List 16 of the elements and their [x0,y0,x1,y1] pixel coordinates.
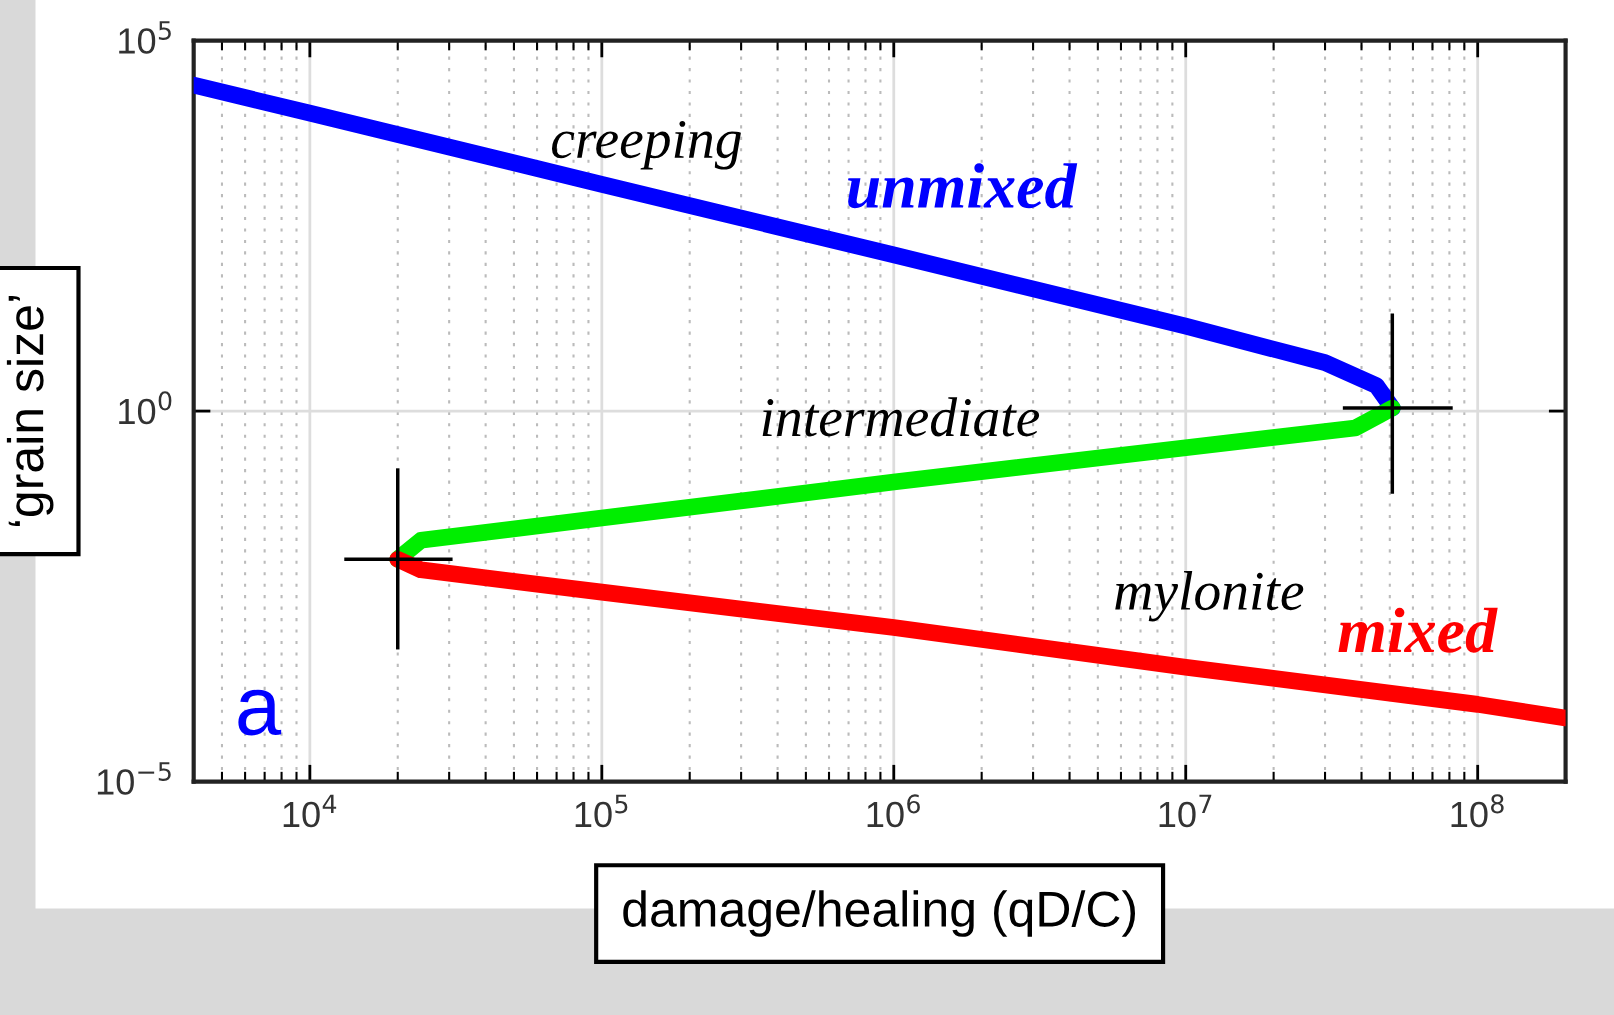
x-tick-label: 10$^{6}$ [867,794,920,828]
x-tick-label: 10$^{8}$ [1451,794,1504,828]
series-label: mixed [1338,607,1498,653]
x-tick-label: 10$^{4}$ [283,794,337,828]
y-tick-label: 10$^{0}$ [119,391,172,425]
y-axis-title: ‘grain size’ [6,296,54,527]
series-label: unmixed [848,163,1078,209]
x-tick-label: 10$^{7}$ [1159,794,1212,828]
annotation: mylonite [1115,571,1304,622]
series-label: intermediate [762,397,1040,437]
y-tick-label: 10$^{−5}$ [97,762,171,795]
x-axis-title: damage/healing (qD/C) [623,890,1136,937]
annotation: creeping [551,120,741,170]
annotation: a [238,689,282,736]
x-tick-label: 10$^{5}$ [575,794,628,828]
y-tick-label: 10$^{5}$ [119,21,171,54]
